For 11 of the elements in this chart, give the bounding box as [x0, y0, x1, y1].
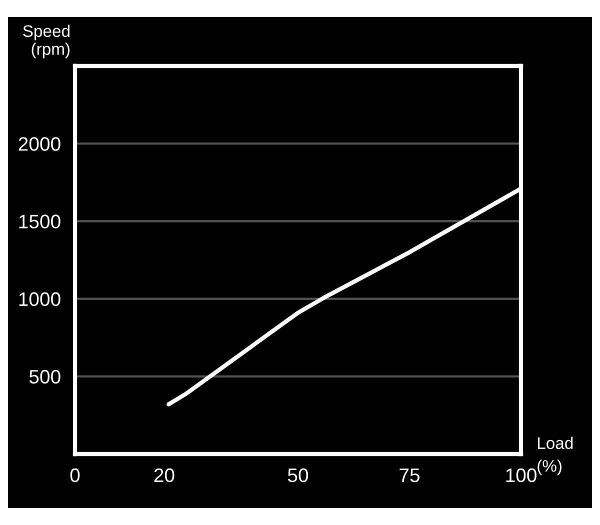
x-tick-label: 50	[288, 468, 308, 482]
y-tick-label: 1500	[19, 214, 60, 228]
x-tick-label: 20	[154, 468, 174, 482]
x-tick-label: 100	[506, 468, 536, 482]
x-tick-label: 0	[70, 468, 80, 482]
y-tick-label: 500	[29, 370, 60, 384]
y-tick-label: 1000	[19, 292, 60, 306]
y-axis-title: Speed (rpm)	[23, 24, 70, 58]
y-tick-label: 2000	[18, 137, 60, 151]
x-tick-label: 75	[400, 468, 420, 482]
x-axis-title: Load (%)	[538, 436, 573, 476]
